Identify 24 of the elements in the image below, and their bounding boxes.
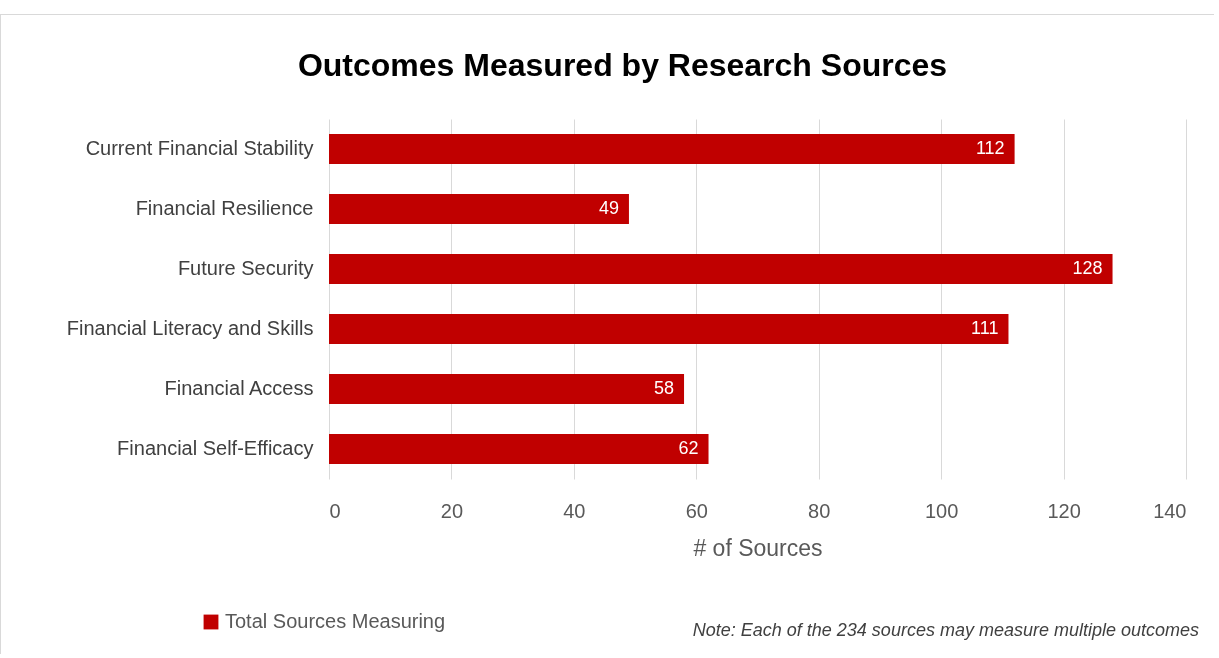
x-tick-label: 80 <box>808 499 831 522</box>
y-tick-label: Financial Literacy and Skills <box>66 317 314 339</box>
y-tick-label: Current Financial Stability <box>85 137 314 159</box>
x-axis-title: # of Sources <box>693 534 823 561</box>
legend-label: Total Sources Measuring <box>225 610 446 632</box>
text: Note: Each of the 234 sources may measure multiple outcomes <box>692 620 1199 640</box>
data-label: 112 <box>975 138 1005 158</box>
x-tick-label: 60 <box>685 499 708 522</box>
y-tick-label: Future Security <box>177 257 314 279</box>
y-tick-label: Financial Access <box>164 377 314 399</box>
data-label: 62 <box>678 438 699 458</box>
data-label: 128 <box>1072 258 1103 278</box>
data-label: 58 <box>654 378 675 398</box>
y-tick-label: Financial Self-Efficacy <box>117 437 314 459</box>
data-label: 49 <box>598 198 619 218</box>
x-tick-label: 0 <box>329 499 341 522</box>
x-tick-label: 20 <box>440 499 464 522</box>
x-tick-label: 40 <box>563 499 586 522</box>
chart-title: Outcomes Measured by Research Sources <box>297 47 948 83</box>
data-label: 111 <box>971 318 999 338</box>
x-tick-label: 100 <box>924 499 959 522</box>
x-tick-label: 140 <box>1153 499 1187 522</box>
y-tick-label: Financial Resilience <box>135 197 314 219</box>
x-tick-label: 120 <box>1047 499 1081 522</box>
